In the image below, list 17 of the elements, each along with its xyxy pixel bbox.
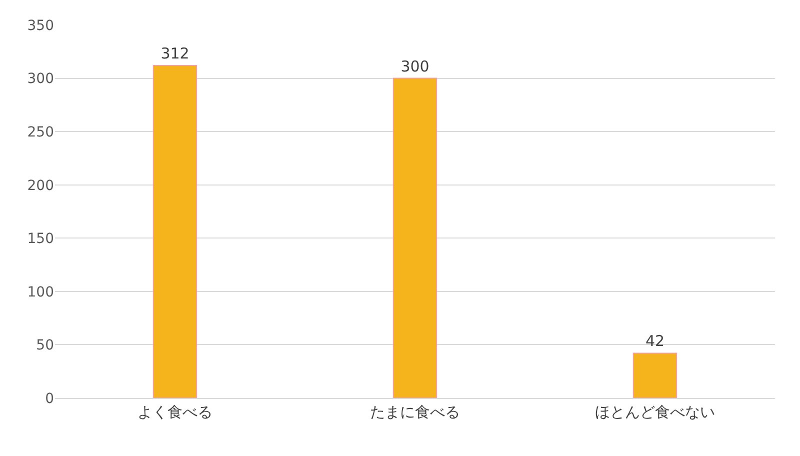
bar xyxy=(152,65,198,398)
y-tick-label: 200 xyxy=(27,178,54,194)
x-tick-label: よく食べる xyxy=(138,403,212,421)
bar xyxy=(392,78,438,398)
x-tick-label: ほとんど食べない xyxy=(595,403,715,421)
y-tick-label: 150 xyxy=(27,231,54,248)
data-label: 300 xyxy=(400,57,430,76)
data-label: 312 xyxy=(160,44,190,62)
y-tick-label: 250 xyxy=(27,124,54,140)
x-tick-label: たまに食べる xyxy=(370,403,460,421)
y-tick-label: 0 xyxy=(45,390,54,407)
y-tick-label: 50 xyxy=(36,338,54,354)
y-tick-label: 100 xyxy=(27,284,54,300)
y-tick-label: 350 xyxy=(27,18,54,34)
bar xyxy=(632,352,678,398)
y-tick-label: 300 xyxy=(27,71,54,88)
data-label: 42 xyxy=(645,332,665,350)
